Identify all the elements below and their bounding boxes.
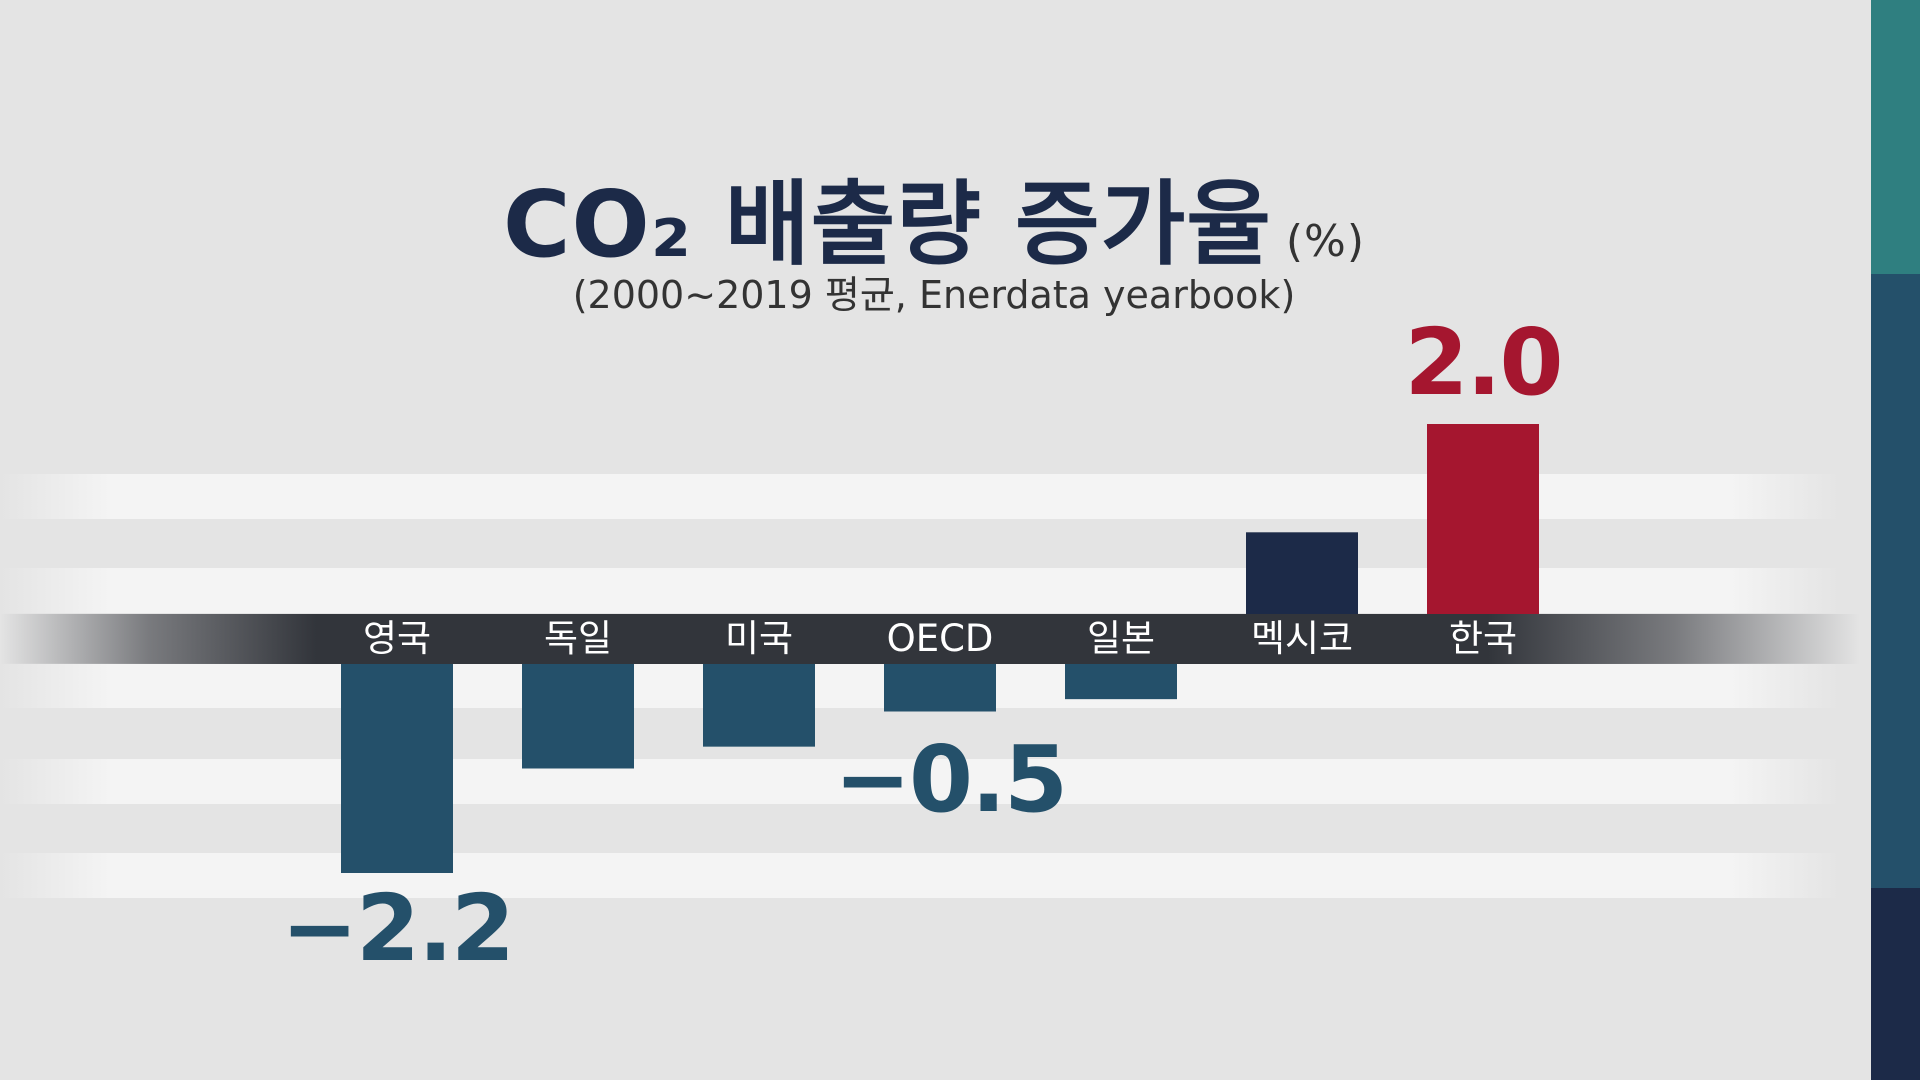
category-label: 한국: [1448, 617, 1518, 660]
bar-2: [703, 664, 815, 747]
chart-title: CO₂ 배출량 증가율 (%): [0, 150, 1868, 283]
data-label: 2.0: [1404, 309, 1564, 416]
side-color-strip: [1871, 0, 1920, 1080]
side-strip-navy: [1871, 888, 1920, 1080]
bar-1: [522, 664, 634, 769]
bar-6: [1427, 424, 1539, 614]
side-strip-blue: [1871, 274, 1920, 888]
data-label: −0.5: [833, 726, 1068, 833]
bar-3: [884, 664, 996, 712]
chart-title-text: CO₂ 배출량 증가율: [502, 171, 1272, 278]
category-label: 일본: [1086, 617, 1156, 660]
bar-4: [1065, 664, 1177, 700]
background-band: [0, 759, 1840, 804]
category-label: OECD: [886, 617, 994, 660]
chart-title-unit: (%): [1285, 216, 1366, 267]
background-band: [0, 853, 1840, 898]
category-axis-bar: [0, 614, 1860, 664]
category-label: 미국: [724, 617, 794, 660]
category-label: 영국: [362, 617, 432, 660]
bar-5: [1246, 532, 1358, 614]
side-strip-teal: [1871, 0, 1920, 274]
bar-0: [341, 664, 453, 873]
chart-subtitle: (2000~2019 평균, Enerdata yearbook): [572, 273, 1296, 317]
category-label: 멕시코: [1250, 617, 1354, 660]
data-label: −2.2: [280, 875, 515, 982]
category-label: 독일: [543, 617, 613, 660]
